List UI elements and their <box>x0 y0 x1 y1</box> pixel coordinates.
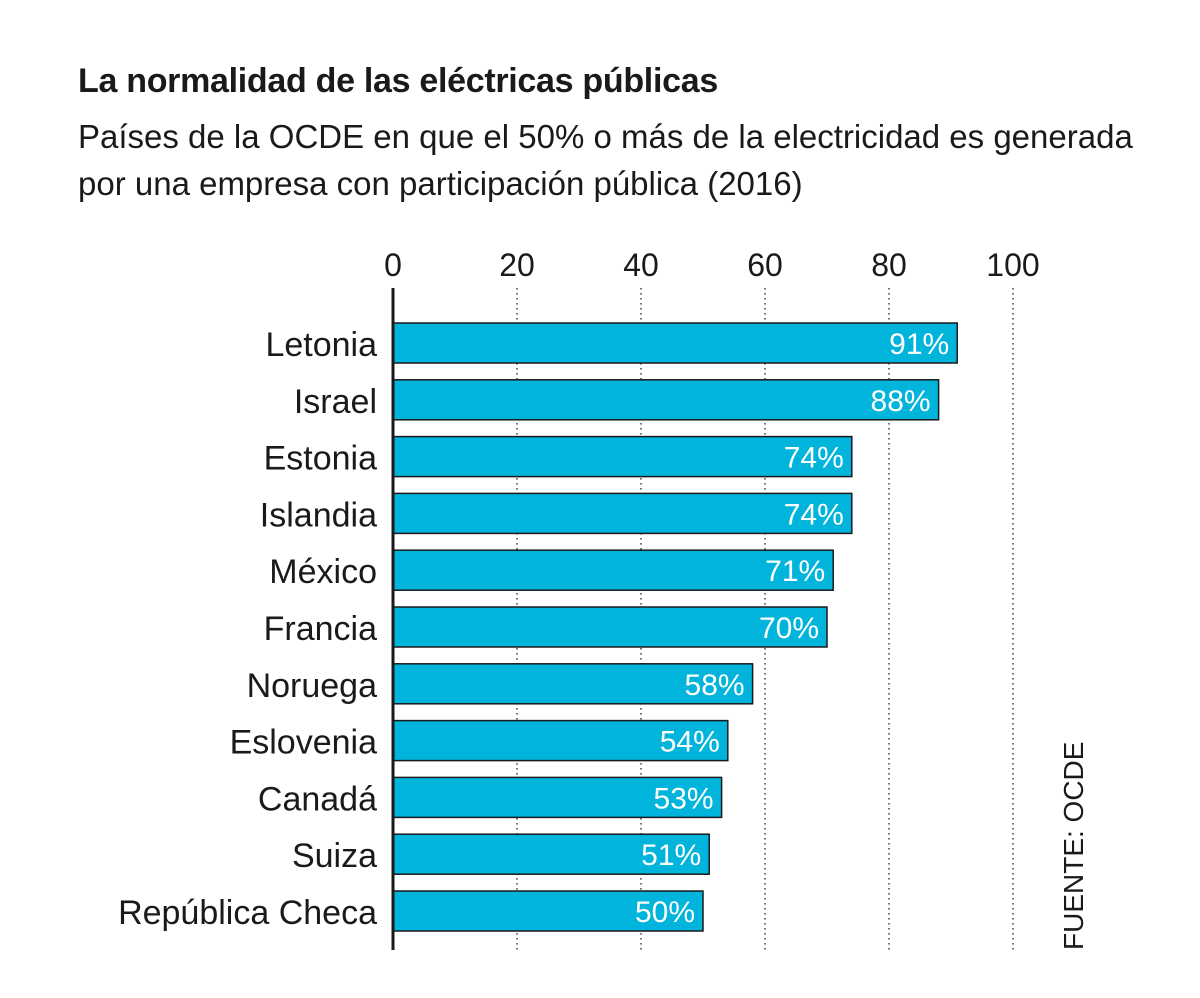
bar <box>392 606 828 648</box>
data-label: 54% <box>660 726 720 759</box>
category-label: Eslovenia <box>230 724 378 762</box>
category-label: Islandia <box>260 496 377 534</box>
bar <box>392 379 940 421</box>
chart-title: La normalidad de las eléctricas públicas <box>78 62 718 100</box>
category-label: República Checa <box>118 894 377 932</box>
data-label: 58% <box>685 669 745 702</box>
bar <box>392 322 958 364</box>
category-label: México <box>269 553 377 591</box>
category-label: Francia <box>264 610 377 648</box>
bar <box>392 719 729 762</box>
bars: 91% 88% 74% 74% 71% 70% 58% 54% 53% 51% 50% <box>392 322 958 932</box>
data-label: 74% <box>784 442 844 475</box>
category-label: Canadá <box>258 780 377 818</box>
category-labels: Letonia Israel Estonia Islandia México Franci… <box>118 326 377 932</box>
bar <box>392 833 710 875</box>
data-label: 91% <box>889 328 949 361</box>
data-label: 71% <box>765 555 825 588</box>
bar <box>392 549 834 591</box>
data-label: 51% <box>641 839 701 872</box>
x-tick-label: 100 <box>986 247 1039 283</box>
source-note: FUENTE: OCDE <box>1058 741 1089 950</box>
category-label: Estonia <box>264 440 377 478</box>
bar <box>392 776 723 819</box>
x-tick-label: 60 <box>747 247 783 283</box>
category-label: Suiza <box>292 837 377 875</box>
bar <box>392 492 853 535</box>
chart-subtitle: Países de la OCDE en que el 50% o más de… <box>78 118 1133 202</box>
data-label: 50% <box>635 896 695 929</box>
data-label: 70% <box>759 612 819 645</box>
x-tick-label: 40 <box>623 247 659 283</box>
bar <box>392 435 853 478</box>
x-tick-label: 0 <box>384 247 402 283</box>
bar <box>392 890 704 932</box>
data-label: 88% <box>871 385 931 418</box>
category-label: Noruega <box>247 667 378 705</box>
data-label: 74% <box>784 498 844 531</box>
bar <box>392 663 754 705</box>
category-label: Israel <box>294 383 377 421</box>
category-label: Letonia <box>265 326 377 364</box>
x-tick-label: 80 <box>871 247 907 283</box>
data-label: 53% <box>654 782 714 815</box>
x-tick-label: 20 <box>499 247 535 283</box>
x-axis-ticks: 0 20 40 60 80 100 <box>384 247 1040 283</box>
